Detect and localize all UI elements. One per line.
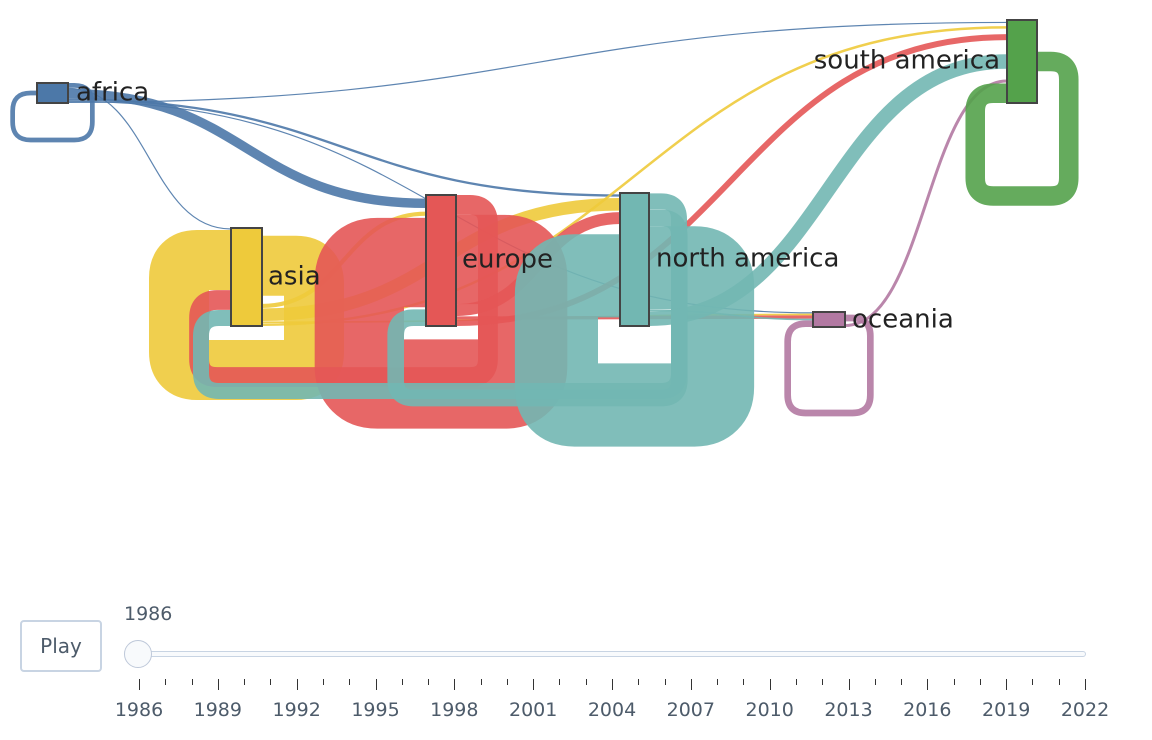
node-label-africa: africa [76,78,149,108]
slider-tick-label[interactable]: 2019 [982,699,1031,721]
slider-minor-tick [506,679,508,685]
slider-minor-tick [1032,679,1034,685]
slider-major-tick [375,679,377,690]
slider-minor-tick [874,679,876,685]
slider-minor-tick [559,679,561,685]
link-south-america-to-south-america[interactable] [965,51,1079,206]
node-asia[interactable] [230,227,263,327]
year-slider-handle[interactable] [124,640,152,668]
slider-major-tick [296,679,298,690]
node-label-asia: asia [268,262,321,292]
link-north-america-to-south-america[interactable] [648,54,1008,327]
slider-minor-tick [322,679,324,685]
slider-major-tick [769,679,771,690]
slider-major-tick [927,679,929,690]
link-north-america-to-north-america[interactable] [514,226,755,447]
slider-tick-label[interactable]: 2001 [509,699,558,721]
slider-minor-tick [953,679,955,685]
slider-tick-label[interactable]: 2022 [1060,699,1110,721]
slider-tick-label[interactable]: 1992 [272,699,321,721]
slider-tick-label[interactable]: 2007 [666,699,715,721]
slider-minor-tick [244,679,246,685]
slider-minor-tick [822,679,824,685]
slider-minor-tick [428,679,430,685]
slider-minor-tick [664,679,666,685]
slider-minor-tick [717,679,719,685]
link-africa-to-south-america[interactable] [67,21,1008,104]
node-label-south-america: south america [814,46,1000,76]
node-south-america[interactable] [1006,19,1038,104]
slider-tick-label[interactable]: 1998 [430,699,479,721]
slider-minor-tick [585,679,587,685]
node-africa[interactable] [36,82,69,104]
node-europe[interactable] [425,194,457,327]
slider-minor-tick [349,679,351,685]
sankey-labels: africa asia europe north america oceania sout… [76,46,1000,335]
slider-tick-label[interactable]: 2004 [587,699,637,721]
link-africa-to-north-america[interactable] [67,98,621,197]
slider-minor-tick [795,679,797,685]
sankey-chart: africa asia europe north america oceania sout… [10,19,1079,447]
slider-major-tick [217,679,219,690]
slider-major-tick [690,679,692,690]
slider-major-tick [533,679,535,690]
slider-major-tick [454,679,456,690]
slider-major-tick [1085,679,1086,690]
slider-major-tick [612,679,613,690]
slider-major-tick [139,679,140,690]
year-slider-track[interactable] [138,651,1086,657]
slider-tick-label[interactable]: 1986 [114,699,164,721]
sankey-links [10,21,1079,447]
slider-minor-tick [901,679,903,685]
slider-current-value: 1986 [124,603,173,625]
slider-minor-tick [1058,679,1060,685]
play-button[interactable]: Play [20,620,102,672]
slider-minor-tick [743,679,745,685]
slider-major-tick [1006,679,1008,690]
slider-tick-label[interactable]: 1989 [193,699,242,721]
slider-tick-label[interactable]: 2013 [824,699,873,721]
slider-minor-tick [191,679,193,685]
slider-major-tick [848,679,850,690]
link-africa-to-europe[interactable] [67,88,427,209]
node-oceania[interactable] [812,311,846,328]
slider-minor-tick [638,679,640,685]
slider-tick-label[interactable]: 1995 [351,699,400,721]
node-label-europe: europe [462,245,553,275]
sankey-nodes [36,19,1038,328]
slider-tick-label[interactable]: 2010 [745,699,794,721]
slider-minor-tick [270,679,272,685]
node-north-america[interactable] [619,192,650,327]
slider-minor-tick [480,679,482,685]
slider-tick-label[interactable]: 2016 [903,699,952,721]
slider-minor-tick [165,679,167,685]
link-oceania-to-oceania[interactable] [784,314,874,417]
node-label-north-america: north america [656,244,839,274]
node-label-oceania: oceania [852,305,954,335]
slider-minor-tick [401,679,403,685]
slider-minor-tick [979,679,981,685]
